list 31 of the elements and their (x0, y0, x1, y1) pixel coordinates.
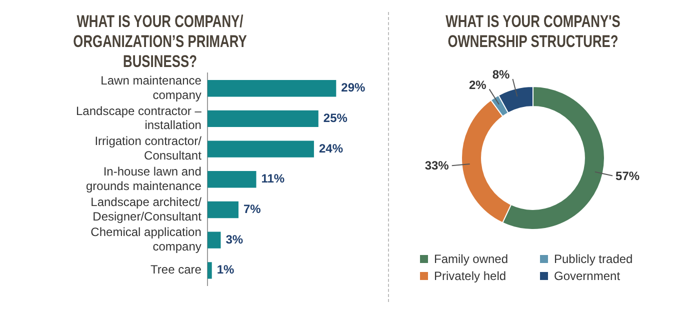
legend-label: Government (553, 269, 622, 283)
y-tick-label: Lawn maintenance company (100, 73, 202, 102)
data-label: 7% (243, 202, 262, 216)
bar (207, 171, 256, 188)
bar (207, 232, 221, 248)
bar (207, 140, 314, 158)
data-label: 3% (226, 232, 244, 246)
data-label: 29% (341, 80, 366, 95)
data-label: 2% (468, 78, 487, 92)
chart-title: WHAT IS YOUR COMPANY/ ORGANIZATION’S PRIMARY BUSINESS? (72, 12, 248, 72)
data-label: 8% (492, 68, 510, 82)
y-tick-label: Chemical application company (90, 225, 202, 254)
y-tick-label: Tree care (150, 262, 202, 277)
y-tick-label: Landscape contractor – installation (76, 104, 202, 132)
data-label: 25% (323, 111, 348, 126)
bar (207, 80, 336, 97)
y-tick-label: Landscape architect/ Designer/Consultant (90, 194, 202, 224)
data-label: 33% (424, 158, 450, 172)
data-label: 1% (216, 262, 235, 277)
legend-label: Privately held (433, 269, 508, 283)
chart-title: WHAT IS YOUR COMPANY'S OWNERSHIP STRUCTURE? (446, 12, 620, 52)
legend-label: Publicly traded (553, 252, 634, 266)
legend-label: Family owned (433, 252, 510, 266)
data-label: 11% (261, 172, 285, 186)
y-tick-label: Irrigation contractor/ Consultant (94, 134, 202, 163)
data-label: 24% (318, 141, 344, 156)
y-tick-label: In-house lawn and grounds maintenance (86, 164, 202, 193)
bar (207, 201, 238, 218)
bar (207, 262, 212, 279)
bar (207, 110, 318, 128)
data-label: 57% (616, 168, 640, 183)
